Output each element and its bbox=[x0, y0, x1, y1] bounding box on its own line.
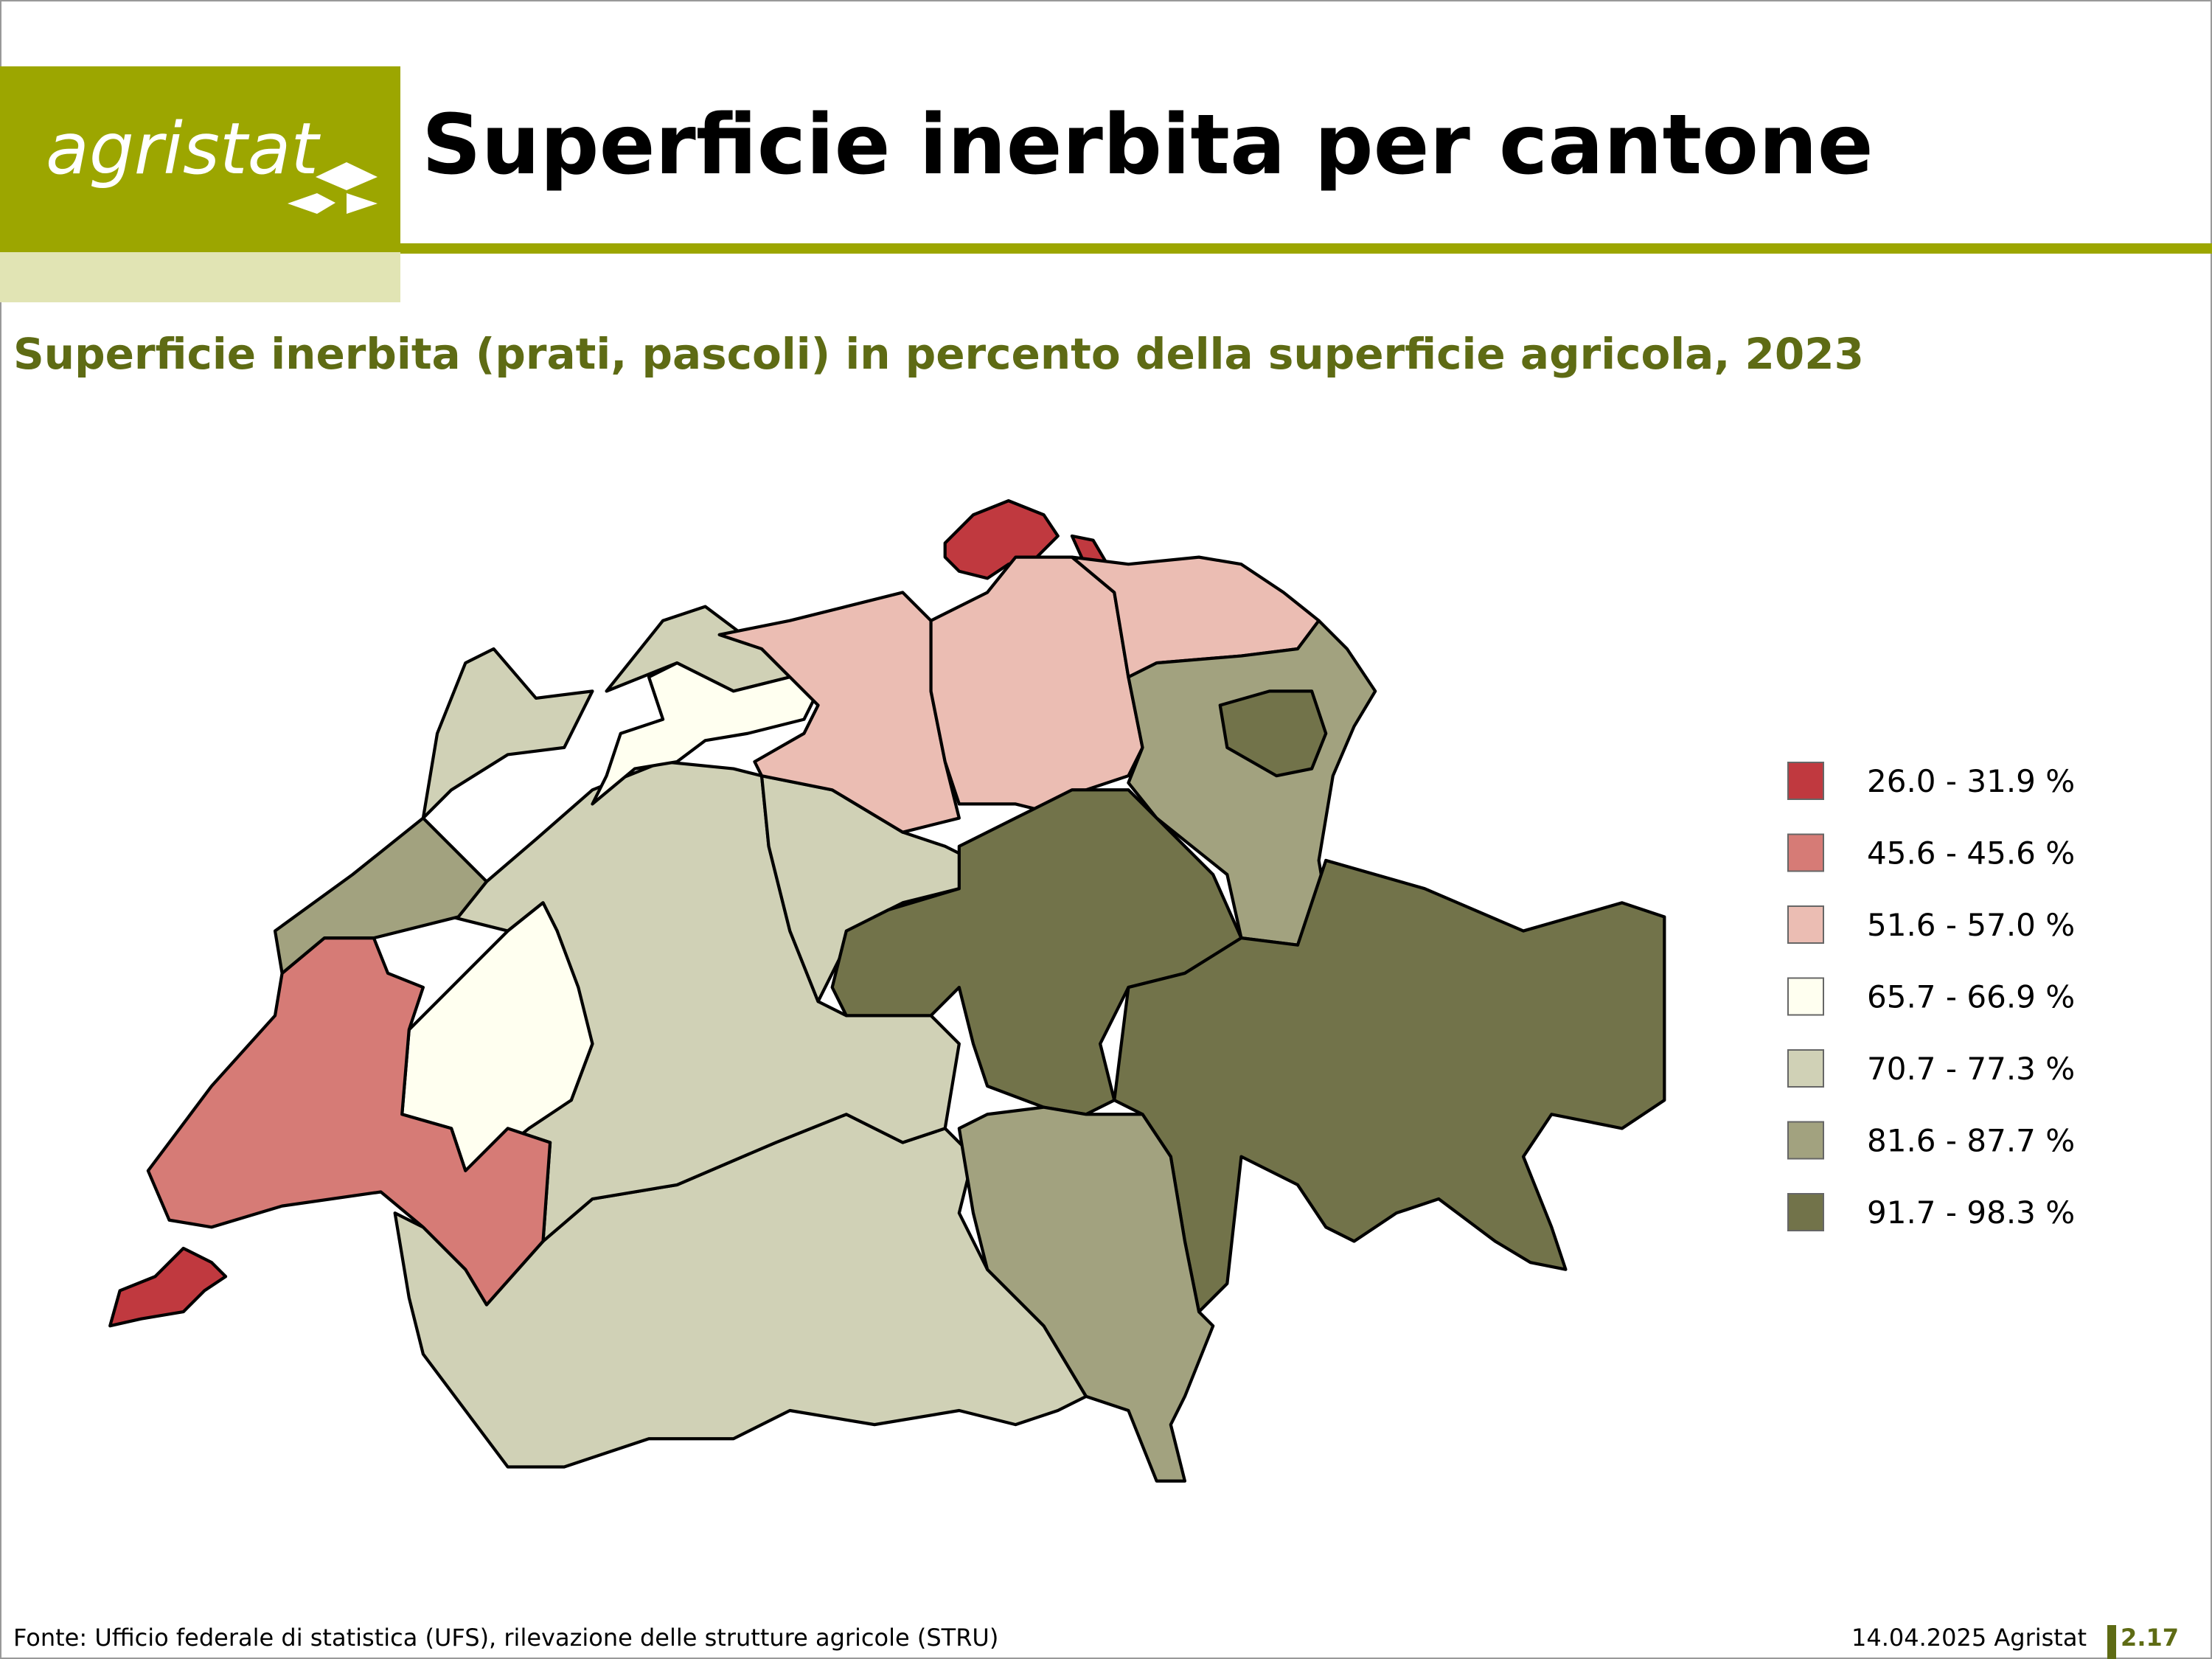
canton bbox=[929, 555, 1144, 813]
legend-label: 91.7 - 98.3 % bbox=[1867, 1194, 2075, 1231]
legend-swatch bbox=[1787, 833, 1824, 872]
logo-text: agristat bbox=[46, 108, 321, 190]
footer-date: 14.04.2025 Agristat bbox=[1851, 1624, 2087, 1652]
legend: 26.0 - 31.9 % 45.6 - 45.6 % 51.6 - 57.0 % 6… bbox=[1787, 762, 2075, 1231]
legend-label: 45.6 - 45.6 % bbox=[1867, 835, 2075, 872]
subtitle: Superficie inerbita (prati, pascoli) in … bbox=[13, 329, 1864, 379]
map bbox=[108, 499, 1666, 1483]
legend-label: 65.7 - 66.9 % bbox=[1867, 979, 2075, 1015]
legend-label: 26.0 - 31.9 % bbox=[1867, 763, 2075, 799]
footer-bar bbox=[2107, 1625, 2116, 1659]
legend-label: 51.6 - 57.0 % bbox=[1867, 907, 2075, 943]
canton bbox=[1113, 858, 1666, 1314]
title: Superficie inerbita per cantone bbox=[422, 97, 1874, 193]
legend-swatch bbox=[1787, 1121, 1824, 1160]
legend-swatch bbox=[1787, 1193, 1824, 1231]
canton bbox=[421, 647, 594, 820]
logo-strip bbox=[0, 252, 400, 302]
page-number: 2.17 bbox=[2121, 1624, 2179, 1652]
legend-label: 70.7 - 77.3 % bbox=[1867, 1051, 2075, 1087]
logo-box bbox=[0, 66, 400, 252]
canton bbox=[108, 1246, 228, 1328]
source: Fonte: Ufficio federale di statistica (U… bbox=[13, 1624, 998, 1652]
logo-icon bbox=[288, 162, 378, 214]
legend-swatch bbox=[1787, 762, 1824, 800]
legend-label: 81.6 - 87.7 % bbox=[1867, 1123, 2075, 1159]
canton bbox=[273, 816, 489, 975]
canton bbox=[1218, 689, 1328, 778]
header-rule bbox=[400, 243, 2212, 254]
legend-swatch bbox=[1787, 905, 1824, 944]
canton bbox=[957, 1105, 1215, 1483]
legend-swatch bbox=[1787, 1049, 1824, 1088]
canton bbox=[717, 591, 961, 834]
legend-swatch bbox=[1787, 977, 1824, 1016]
